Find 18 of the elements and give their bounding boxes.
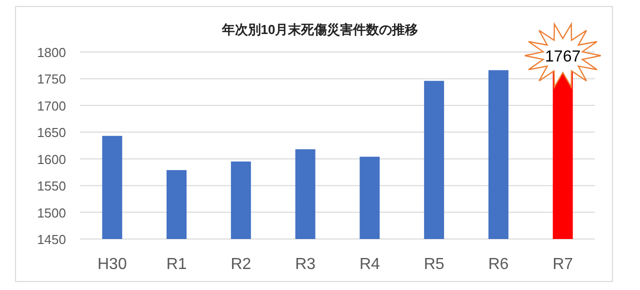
- x-tick-label: R1: [166, 256, 187, 273]
- x-tick-label: R5: [424, 256, 444, 273]
- y-tick-label: 1700: [37, 98, 66, 114]
- x-tick-label: R2: [230, 256, 252, 273]
- x-tick-label: R3: [295, 256, 316, 273]
- x-tick-label: H30: [98, 256, 127, 273]
- y-tick-label: 1500: [37, 205, 66, 220]
- data-label: 1767: [545, 48, 581, 66]
- y-tick-label: 1450: [37, 232, 66, 247]
- y-tick-label: 1650: [37, 125, 66, 140]
- y-tick-label: 1800: [37, 45, 66, 60]
- y-tick-label: 1750: [37, 72, 66, 87]
- x-tick-label: R6: [488, 256, 509, 273]
- y-tick-label: 1600: [37, 152, 66, 167]
- x-tick-label: R7: [552, 256, 574, 273]
- x-tick-label: R4: [359, 256, 380, 273]
- chart-title: 年次別10月末死傷災害件数の推移: [220, 22, 418, 37]
- y-tick-label: 1550: [37, 178, 66, 194]
